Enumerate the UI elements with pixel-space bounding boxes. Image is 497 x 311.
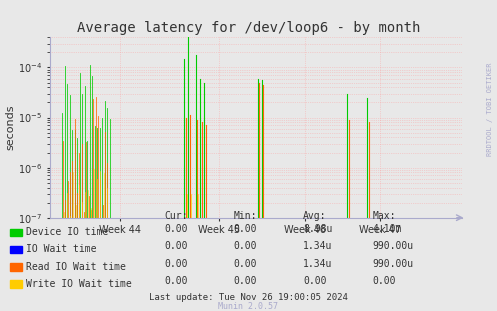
Y-axis label: seconds: seconds (5, 105, 15, 150)
Text: 0.00: 0.00 (234, 241, 257, 251)
Text: 0.00: 0.00 (234, 258, 257, 268)
Text: 990.00u: 990.00u (373, 241, 414, 251)
Text: RRDTOOL / TOBI OETIKER: RRDTOOL / TOBI OETIKER (487, 62, 493, 156)
Text: 0.00: 0.00 (373, 276, 396, 285)
Text: Cur:: Cur: (164, 211, 187, 221)
Text: IO Wait time: IO Wait time (26, 244, 96, 254)
Text: 4.10m: 4.10m (373, 224, 402, 234)
Text: 8.98u: 8.98u (303, 224, 332, 234)
Text: Average latency for /dev/loop6 - by month: Average latency for /dev/loop6 - by mont… (77, 21, 420, 35)
Text: 0.00: 0.00 (303, 276, 327, 285)
Text: 1.34u: 1.34u (303, 241, 332, 251)
Text: Read IO Wait time: Read IO Wait time (26, 262, 126, 272)
Text: Min:: Min: (234, 211, 257, 221)
Text: Last update: Tue Nov 26 19:00:05 2024: Last update: Tue Nov 26 19:00:05 2024 (149, 293, 348, 301)
Text: 0.00: 0.00 (164, 258, 187, 268)
Text: 0.00: 0.00 (164, 276, 187, 285)
Text: Avg:: Avg: (303, 211, 327, 221)
Text: 0.00: 0.00 (234, 276, 257, 285)
Text: 0.00: 0.00 (164, 224, 187, 234)
Text: 0.00: 0.00 (234, 224, 257, 234)
Text: Max:: Max: (373, 211, 396, 221)
Text: 0.00: 0.00 (164, 241, 187, 251)
Text: Device IO time: Device IO time (26, 227, 108, 237)
Text: 1.34u: 1.34u (303, 258, 332, 268)
Text: Write IO Wait time: Write IO Wait time (26, 279, 132, 289)
Text: 990.00u: 990.00u (373, 258, 414, 268)
Text: Munin 2.0.57: Munin 2.0.57 (219, 302, 278, 311)
